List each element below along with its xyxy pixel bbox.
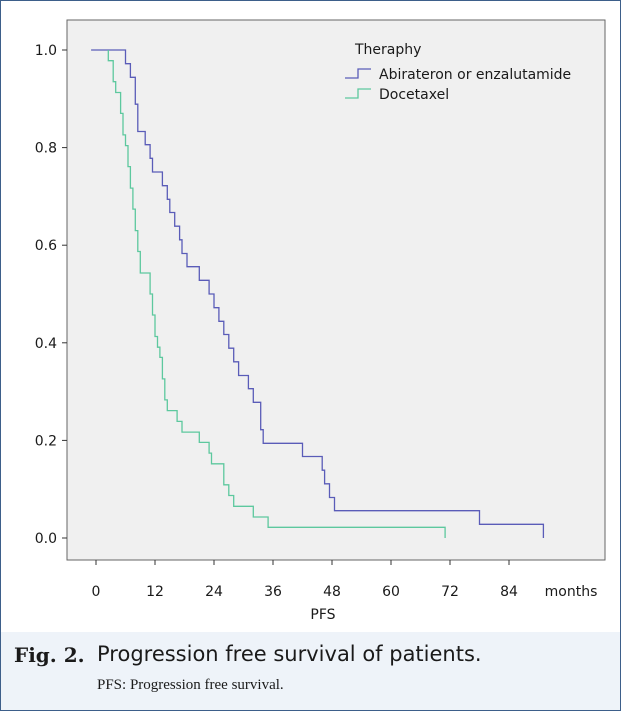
figure-title: Progression free survival of patients.	[97, 642, 482, 666]
x-tick-label: 0	[92, 584, 101, 600]
x-tick-label: 48	[323, 584, 341, 600]
x-tick-label: 12	[146, 584, 164, 600]
legend-symbol	[345, 88, 371, 99]
axes: 0.0 0.2 0.4 0.6 0.8 1.0 0 12 24 36 48 60 72 84	[35, 43, 518, 600]
chart: 0.0 0.2 0.4 0.6 0.8 1.0 0 12 24 36 48 60 72 84 Therap…	[35, 19, 606, 623]
figure-caption: Fig. 2. Progression free survival of pat…	[1, 632, 620, 710]
y-tick-label: 0.2	[35, 433, 57, 449]
legend-entry-label: Abirateron or enzalutamide	[379, 67, 571, 83]
legend-symbol	[345, 68, 371, 79]
chart-svg: 0.0 0.2 0.4 0.6 0.8 1.0 0 12 24 36 48 60 72 84 Therap…	[35, 19, 606, 623]
legend-title: Theraphy	[354, 42, 421, 58]
plot-area	[66, 19, 606, 561]
y-tick-label: 0.0	[35, 531, 57, 547]
x-tick-label: 72	[441, 584, 459, 600]
y-tick-label: 0.4	[35, 336, 57, 352]
y-tick-label: 0.8	[35, 141, 57, 157]
legend-entry-label: Docetaxel	[379, 87, 449, 103]
x-tick-label: 84	[500, 584, 518, 600]
x-tick-label: 24	[205, 584, 223, 600]
x-tick-label: 60	[382, 584, 400, 600]
series-layer	[91, 49, 545, 538]
series-line-abirateron-enzalutamide	[91, 49, 545, 538]
x-axis-label: PFS	[310, 607, 335, 620]
figure-label: Fig. 2.	[14, 643, 85, 667]
figure-note: PFS: Progression free survival.	[97, 677, 284, 693]
x-tick-label: 36	[264, 584, 282, 600]
y-tick-label: 0.6	[35, 238, 57, 254]
legend: Theraphy Abirateron or enzalutamide Docet…	[345, 42, 571, 103]
y-tick-label: 1.0	[35, 43, 57, 59]
x-axis-unit: months	[545, 584, 598, 600]
series-line-docetaxel	[107, 50, 446, 538]
